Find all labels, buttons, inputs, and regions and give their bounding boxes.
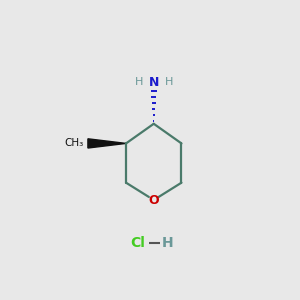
Text: CH₃: CH₃ [64, 138, 84, 148]
Text: H: H [162, 236, 173, 250]
Text: Cl: Cl [130, 236, 145, 250]
Text: H: H [165, 77, 173, 87]
Text: O: O [148, 194, 159, 206]
Text: N: N [148, 76, 159, 89]
Text: H: H [134, 77, 143, 87]
Polygon shape [88, 139, 126, 148]
